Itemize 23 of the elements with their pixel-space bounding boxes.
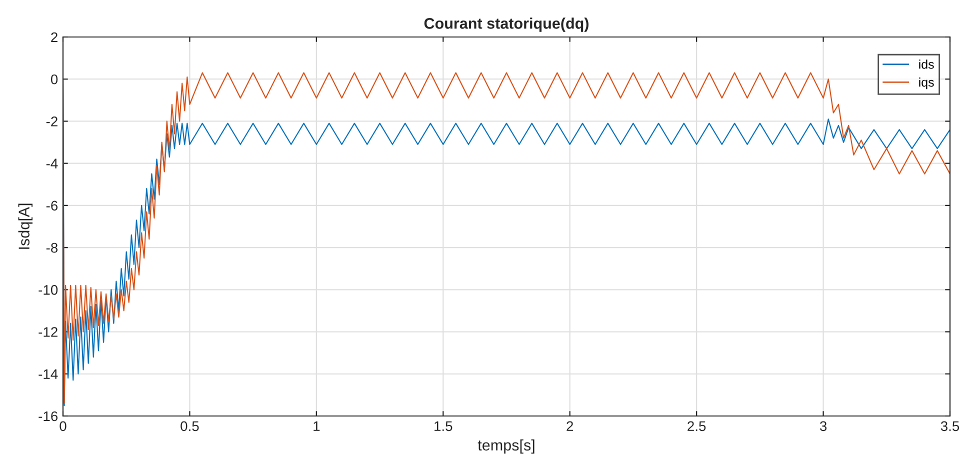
y-tick-label: -16 [38,411,58,422]
legend-label: iqs [919,78,934,90]
x-tick-label: 1 [314,421,320,431]
x-tick-label: 0 [60,421,66,432]
chart-title: Courant statorique(dq) [424,18,588,32]
y-tick-label: -2 [46,116,58,126]
y-tick-label: -8 [46,242,58,253]
legend-label: ids [919,60,934,69]
y-axis-title: Isdq[A] [18,204,33,249]
y-tick-label: -10 [38,285,58,295]
y-tick-label: -6 [46,200,58,211]
x-tick-label: 3.5 [940,421,960,432]
x-axis-title: temps[s] [478,439,534,454]
y-tick-label: 2 [51,32,58,42]
x-tick-label: 2.5 [688,421,706,432]
x-tick-label: 2 [566,421,574,431]
y-tick-label: -4 [46,158,58,168]
y-tick-label: 0 [50,74,58,84]
x-tick-label: 0.5 [180,421,199,432]
y-tick-label: -12 [38,327,58,337]
y-tick-label: -14 [38,369,58,379]
x-tick-label: 1.5 [434,421,452,432]
x-tick-label: 3 [820,421,827,432]
